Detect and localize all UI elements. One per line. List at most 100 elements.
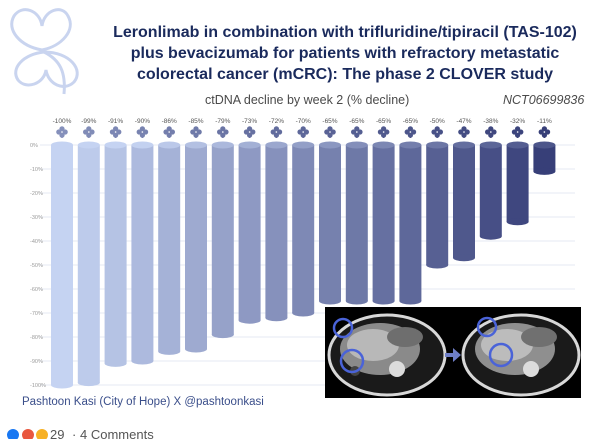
clover-icon (83, 126, 95, 138)
data-label: -99% (81, 118, 96, 125)
title-line-1: Leronlimab in combination with triflurid… (113, 24, 577, 41)
bar (131, 145, 154, 361)
clover-icon (511, 126, 524, 138)
bar (265, 145, 288, 318)
bar-bottom (372, 297, 395, 305)
data-label: -100% (53, 118, 72, 125)
clover-icon (351, 126, 363, 138)
clover-icon (136, 126, 149, 138)
bar (51, 145, 73, 385)
bar-bottom (211, 331, 234, 339)
bar (399, 145, 422, 301)
data-label: -65% (322, 118, 337, 125)
bar (158, 145, 181, 352)
clover-icon (485, 126, 497, 138)
bar-bottom (265, 314, 288, 322)
data-label: -65% (376, 118, 391, 125)
bar-top (238, 141, 261, 149)
page-title: Leronlimab in combination with triflurid… (100, 22, 590, 85)
clover-icon (404, 126, 417, 138)
bar-top (372, 141, 395, 149)
bar-top (426, 141, 449, 149)
clover-icon (458, 126, 470, 138)
bar-bottom (345, 297, 368, 305)
clover-icon (109, 126, 122, 138)
data-label: -73% (242, 118, 257, 125)
bar (479, 145, 502, 237)
data-label: -70% (296, 118, 311, 125)
bar-bottom (506, 218, 529, 226)
clover-icon (56, 126, 68, 138)
clover-icon (538, 126, 551, 138)
bar (319, 145, 341, 301)
y-tick-label: -40% (30, 239, 43, 245)
title-line-3: colorectal cancer (mCRC): The phase 2 CL… (136, 66, 554, 83)
clover-icon (270, 126, 283, 138)
clover-logo (10, 8, 79, 95)
bar-bottom (238, 316, 261, 324)
clover-icon (297, 126, 309, 138)
clover-icon (377, 126, 390, 138)
data-label: -86% (162, 118, 177, 125)
bar (238, 145, 261, 321)
y-tick-label: -100% (30, 383, 46, 389)
bar-top (319, 141, 341, 149)
y-tick-label: -90% (30, 359, 43, 365)
clover-icon (324, 126, 336, 138)
bar-bottom (131, 357, 154, 365)
bar-top (265, 141, 288, 149)
clover-icon (163, 126, 175, 138)
y-tick-label: -60% (30, 287, 43, 293)
bar-bottom (453, 254, 475, 262)
bar-bottom (185, 345, 207, 353)
ct-scan-after (461, 313, 581, 397)
y-tick-label: -20% (30, 191, 43, 197)
clover-icon (190, 126, 202, 138)
bar-bottom (479, 232, 502, 240)
bar-top (158, 141, 181, 149)
bar (104, 145, 127, 364)
bar (426, 145, 449, 265)
y-tick-label: 0% (30, 143, 38, 149)
bar-bottom (77, 379, 100, 387)
y-tick-label: -70% (30, 311, 43, 317)
bar-top (479, 141, 502, 149)
bar-chart: 0% -10% -20% -30% -40% -50% -60% -70% -80% -90% -1… (30, 118, 575, 389)
bar (211, 145, 234, 335)
bar-bottom (319, 297, 341, 305)
bar (77, 145, 100, 383)
bar (506, 145, 529, 222)
bar-top (51, 141, 73, 149)
love-reaction-icon (20, 428, 35, 439)
bar-bottom (533, 167, 556, 175)
bar-bottom (399, 297, 422, 305)
bar-top (131, 141, 154, 149)
bar-bottom (104, 359, 127, 367)
bar (292, 145, 315, 313)
data-label: -72% (269, 118, 284, 125)
bar (453, 145, 475, 258)
ct-scan-image (325, 307, 581, 398)
bar-top (185, 141, 207, 149)
bar (372, 145, 395, 301)
y-tick-label: -80% (30, 335, 43, 341)
data-label: -85% (188, 118, 203, 125)
y-tick-label: -50% (30, 263, 43, 269)
trial-id: NCT06699836 (503, 93, 585, 107)
data-label: -91% (108, 118, 123, 125)
care-reaction-icon (35, 428, 50, 439)
separator: · (72, 427, 77, 439)
chart-title: ctDNA decline by week 2 (% decline) (205, 93, 410, 107)
reaction-icons[interactable] (6, 428, 50, 439)
comments-link[interactable]: 4 Comments (80, 427, 154, 439)
data-label: -65% (349, 118, 364, 125)
data-label: -79% (215, 118, 230, 125)
bar-top (533, 141, 556, 149)
credit-line: Pashtoon Kasi (City of Hope) X @pashtoon… (22, 396, 264, 408)
y-tick-label: -10% (30, 167, 43, 173)
ct-scan-before (327, 313, 447, 397)
bar (345, 145, 368, 301)
reaction-count[interactable]: 29 (50, 427, 65, 439)
like-reaction-icon (6, 428, 20, 439)
bar (185, 145, 207, 349)
